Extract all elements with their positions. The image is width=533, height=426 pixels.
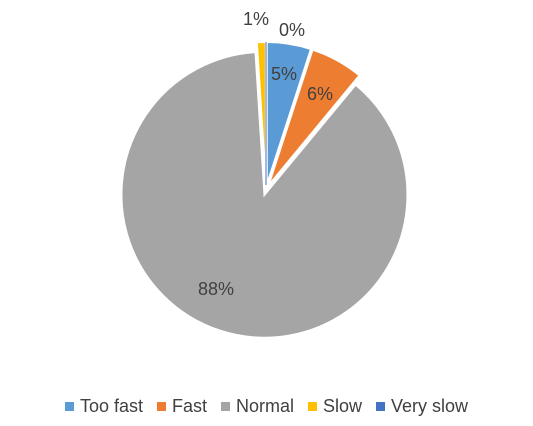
pie-slice-normal [120, 50, 409, 339]
legend-label: Very slow [391, 396, 469, 416]
chart-legend: Too fast Fast Normal Slow Very slow [0, 396, 533, 417]
data-label-very-slow: 0% [279, 20, 305, 40]
data-label-normal: 88% [198, 279, 234, 299]
legend-item-normal: Normal [221, 396, 294, 417]
legend-label: Fast [171, 396, 207, 416]
legend-label: Slow [323, 396, 363, 416]
legend-swatch [221, 402, 230, 411]
legend-swatch [308, 402, 318, 411]
pie-slice-fast [267, 48, 361, 187]
legend-item-very-slow: Very slow [376, 396, 468, 417]
legend-swatch [64, 402, 74, 411]
legend-label: Normal [236, 396, 295, 416]
data-label-too-fast: 5% [271, 64, 297, 84]
data-label-slow: 1% [243, 9, 269, 29]
pie-slices [120, 41, 409, 339]
pie-data-labels: 5% 6% 88% 1% 0% [198, 9, 333, 299]
legend-label: Too fast [79, 396, 143, 416]
legend-item-fast: Fast [156, 396, 207, 417]
legend-swatch [376, 402, 386, 411]
legend-item-too-fast: Too fast [64, 396, 143, 417]
legend-swatch [156, 402, 166, 411]
data-label-fast: 6% [307, 84, 333, 104]
legend-item-slow: Slow [308, 396, 362, 417]
